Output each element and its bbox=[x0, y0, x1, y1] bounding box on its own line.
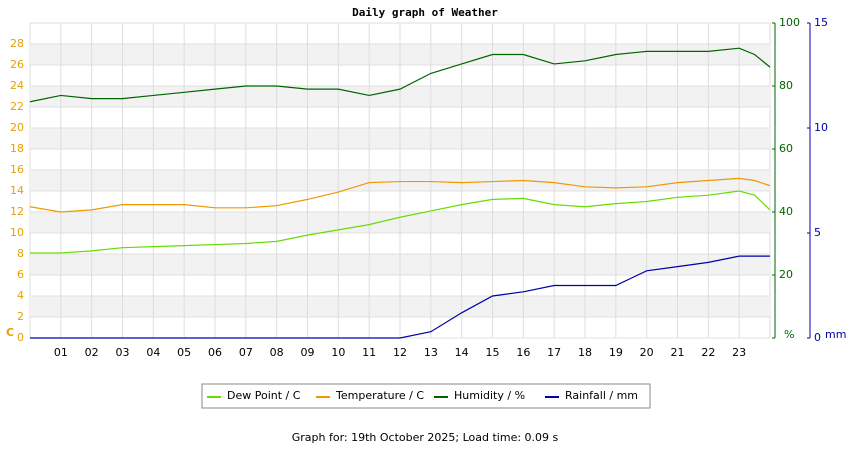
y-tick-label: 0 bbox=[17, 331, 24, 344]
x-tick-label: 05 bbox=[177, 346, 191, 359]
y3-tick-label: 0 bbox=[814, 331, 821, 344]
x-tick-label: 07 bbox=[239, 346, 253, 359]
chart-title: Daily graph of Weather bbox=[352, 6, 498, 19]
data-line bbox=[29, 47, 771, 103]
x-tick-label: 17 bbox=[547, 346, 561, 359]
x-tick-label: 02 bbox=[85, 346, 99, 359]
legend-label: Humidity / % bbox=[454, 389, 525, 402]
y2-tick-label: 100 bbox=[779, 16, 800, 29]
x-tick-label: 19 bbox=[609, 346, 623, 359]
x-tick-label: 13 bbox=[424, 346, 438, 359]
y-tick-label: 28 bbox=[10, 37, 24, 50]
x-tick-label: 21 bbox=[671, 346, 685, 359]
x-tick-label: 22 bbox=[701, 346, 715, 359]
y2-tick-label: 40 bbox=[779, 205, 793, 218]
x-tick-label: 18 bbox=[578, 346, 592, 359]
y3-axis-label: mm bbox=[825, 328, 846, 341]
data-line bbox=[29, 177, 771, 213]
y-tick-label: 22 bbox=[10, 100, 24, 113]
y-tick-label: 10 bbox=[10, 226, 24, 239]
x-tick-label: 12 bbox=[393, 346, 407, 359]
x-tick-label: 14 bbox=[455, 346, 469, 359]
y3-tick-label: 5 bbox=[814, 226, 821, 239]
y2-axis-label: % bbox=[784, 328, 794, 341]
y-tick-label: 18 bbox=[10, 142, 24, 155]
y-tick-label: 6 bbox=[17, 268, 24, 281]
y-tick-label: 12 bbox=[10, 205, 24, 218]
y-tick-label: 24 bbox=[10, 79, 24, 92]
x-tick-label: 10 bbox=[331, 346, 345, 359]
y-tick-label: 2 bbox=[17, 310, 24, 323]
y2-tick-label: 20 bbox=[779, 268, 793, 281]
data-line bbox=[30, 190, 771, 254]
x-tick-label: 11 bbox=[362, 346, 376, 359]
x-tick-label: 15 bbox=[486, 346, 500, 359]
legend-box bbox=[201, 383, 651, 409]
y-tick-label: 8 bbox=[17, 247, 24, 260]
y-tick-label: 16 bbox=[10, 163, 24, 176]
x-tick-label: 09 bbox=[301, 346, 315, 359]
y3-tick-label: 15 bbox=[814, 16, 828, 29]
y-tick-label: 26 bbox=[10, 58, 24, 71]
y3-tick-label: 10 bbox=[814, 121, 828, 134]
x-tick-label: 04 bbox=[146, 346, 160, 359]
y-tick-label: 20 bbox=[10, 121, 24, 134]
x-tick-label: 01 bbox=[54, 346, 68, 359]
data-line bbox=[30, 255, 770, 339]
x-tick-label: 06 bbox=[208, 346, 222, 359]
legend-label: Rainfall / mm bbox=[565, 389, 638, 402]
y2-tick-label: 60 bbox=[779, 142, 793, 155]
y-tick-label: 14 bbox=[10, 184, 24, 197]
x-tick-label: 16 bbox=[516, 346, 530, 359]
y-tick-label: 4 bbox=[17, 289, 24, 302]
footer: Graph for: 19th October 2025; Load time:… bbox=[292, 431, 559, 444]
x-tick-label: 03 bbox=[116, 346, 130, 359]
y-axis-label: C bbox=[6, 326, 14, 339]
legend-label: Temperature / C bbox=[335, 389, 424, 402]
y2-tick-label: 80 bbox=[779, 79, 793, 92]
x-tick-label: 23 bbox=[732, 346, 746, 359]
x-tick-label: 08 bbox=[270, 346, 284, 359]
x-tick-label: 20 bbox=[640, 346, 654, 359]
legend-label: Dew Point / C bbox=[227, 389, 301, 402]
